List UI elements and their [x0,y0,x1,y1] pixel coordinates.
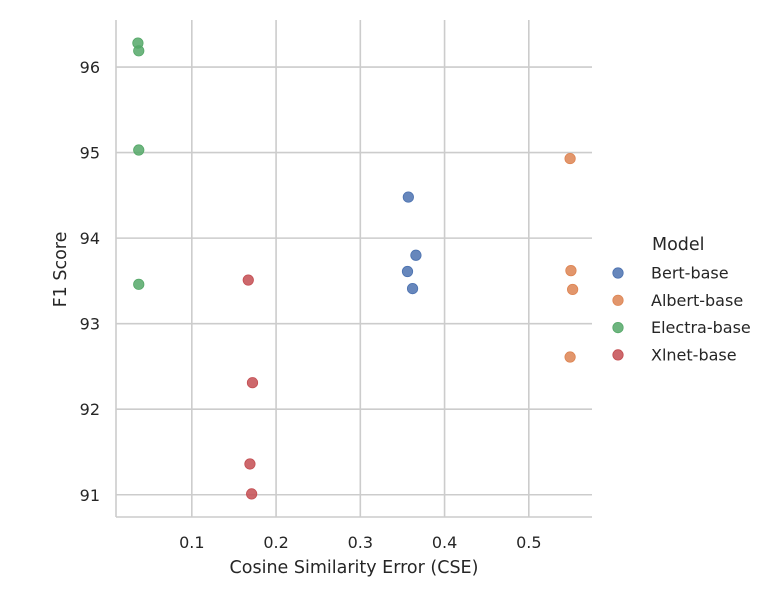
point-bert-base [410,249,422,261]
y-axis-label: F1 Score [51,232,71,308]
x-axis-label: Cosine Similarity Error (CSE) [230,558,479,578]
point-xlnet-base [246,488,258,500]
y-tick-label: 96 [80,58,100,77]
legend-title: Model [652,235,705,255]
legend-marker-bert-base [612,267,624,279]
point-xlnet-base [242,274,254,286]
y-tick-label: 95 [80,144,100,163]
legend-label-bert-base: Bert-base [651,264,729,283]
y-tick-label: 91 [80,486,100,505]
legend-marker-xlnet-base [612,349,624,361]
x-tick-label: 0.5 [516,533,541,552]
point-albert-base [565,265,577,277]
point-albert-base [564,351,576,363]
data-points [132,37,579,500]
x-tick-label: 0.4 [432,533,457,552]
legend-label-xlnet-base: Xlnet-base [651,345,737,364]
legend-label-albert-base: Albert-base [651,291,743,310]
x-tick-label: 0.1 [179,533,204,552]
legend-marker-electra-base [612,321,624,334]
point-bert-base [406,283,419,295]
x-tick-label: 0.3 [348,533,373,552]
x-tick-label: 0.2 [263,533,288,552]
point-electra-base [133,144,145,156]
legend: Model Bert-base Albert-base Electra-base Xl… [612,235,751,364]
grid [116,20,592,517]
point-albert-base [564,152,576,165]
point-bert-base [402,191,414,203]
point-electra-base [133,45,145,57]
point-xlnet-base [244,458,256,470]
legend-label-electra-base: Electra-base [651,318,751,337]
y-tick-label: 94 [80,229,100,248]
y-tick-label: 93 [80,315,100,334]
legend-marker-albert-base [612,294,624,306]
point-bert-base [401,265,414,278]
point-xlnet-base [246,377,259,389]
point-electra-base [133,278,145,290]
y-tick-label: 92 [80,400,100,419]
axes-spines [115,20,592,518]
tick-labels: 0.1 0.2 0.3 0.4 0.5 91 92 93 94 95 96 [80,58,542,552]
point-albert-base [567,283,579,296]
